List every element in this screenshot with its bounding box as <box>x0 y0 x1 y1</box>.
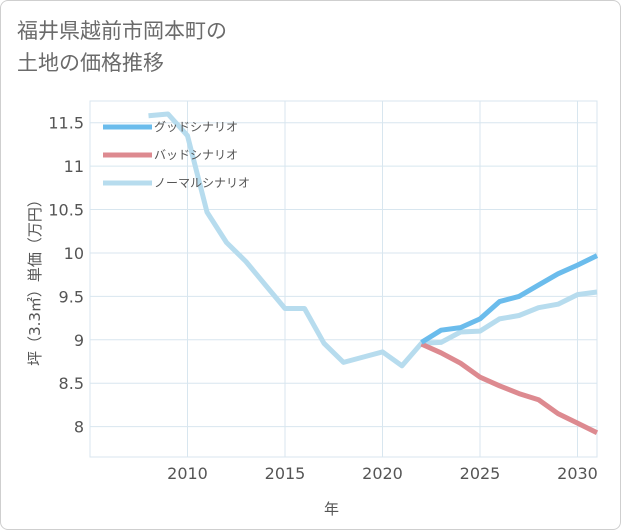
series-lines <box>148 111 599 435</box>
y-tick-label: 8 <box>74 418 84 437</box>
axes: 2010 2015 2020 2025 2030 8 8.5 9 9.5 10 10.5 11 11.5… <box>26 114 598 518</box>
series-line-bad <box>420 341 599 435</box>
y-tick-label: 8.5 <box>59 374 84 393</box>
x-tick-label: 2020 <box>362 464 403 483</box>
chart-title-line-1: 福井県越前市岡本町の <box>17 19 227 43</box>
y-tick-label: 10.5 <box>48 201 84 220</box>
y-tick-label: 11 <box>64 157 84 176</box>
series-line-good <box>420 253 599 345</box>
x-axis-title: 年 <box>324 500 339 518</box>
plot-area <box>89 100 598 458</box>
y-tick-label: 9 <box>74 331 84 350</box>
x-tick-label: 2030 <box>557 464 598 483</box>
legend-label-good: グッドシナリオ <box>154 120 238 134</box>
series-line-normal <box>148 111 598 369</box>
x-tick-label: 2010 <box>167 464 208 483</box>
legend-label-normal: ノーマルシナリオ <box>154 176 250 190</box>
x-tick-label: 2025 <box>460 464 501 483</box>
y-tick-label: 11.5 <box>48 114 84 133</box>
x-tick-label: 2015 <box>265 464 306 483</box>
chart-title: 福井県越前市岡本町の 土地の価格推移 <box>17 15 317 79</box>
y-tick-label: 10 <box>64 244 84 263</box>
y-tick-label: 9.5 <box>59 287 84 306</box>
legend-label-bad: バッドシナリオ <box>154 148 238 162</box>
y-axis-title: 坪（3.3㎡）単価（万円） <box>26 192 44 366</box>
chart-title-line-2: 土地の価格推移 <box>17 51 164 75</box>
grid <box>89 100 598 458</box>
